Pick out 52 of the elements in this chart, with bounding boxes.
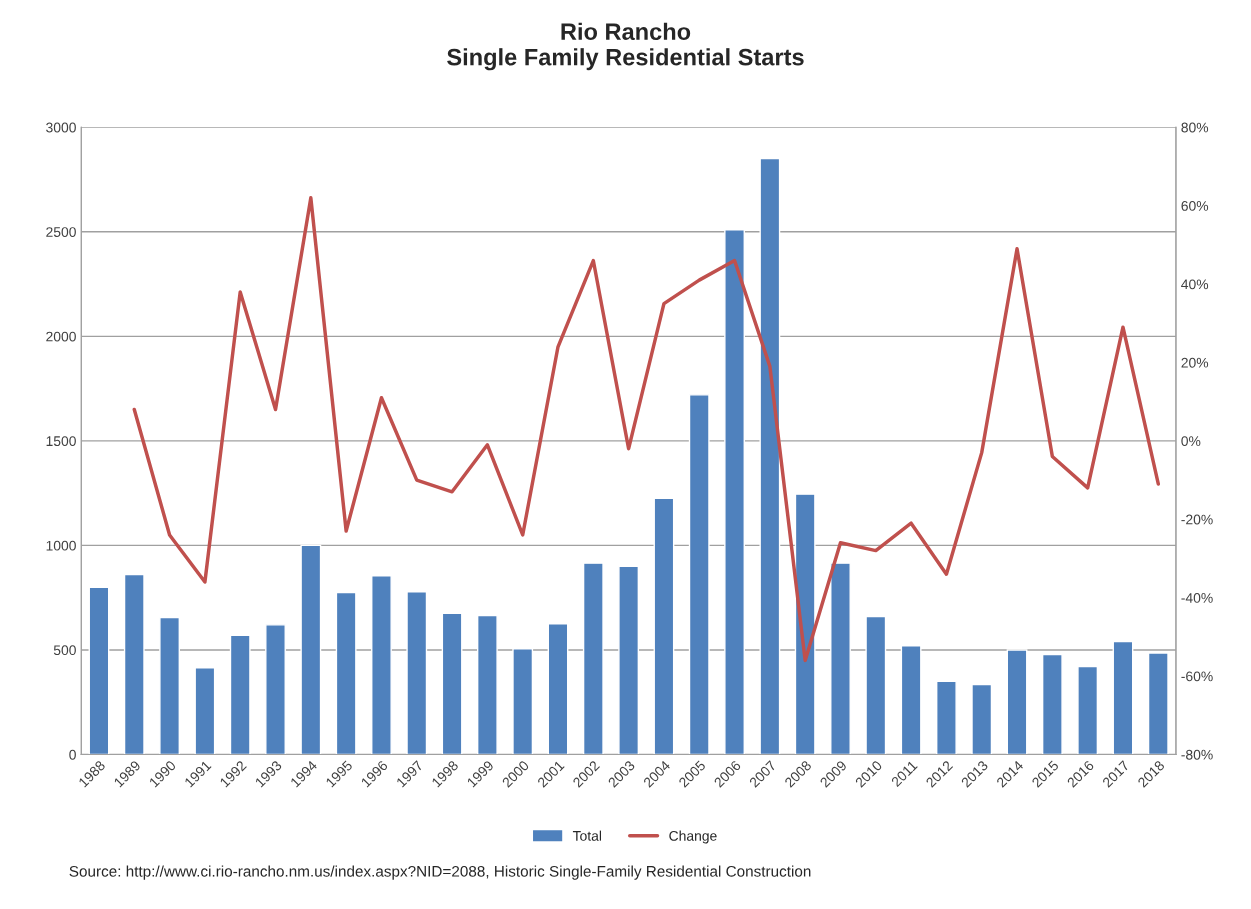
y2-tick-label: -40%: [1181, 593, 1213, 603]
y-tick-label: 500: [53, 645, 76, 656]
bar: [512, 648, 534, 755]
y-tick-label: 3000: [46, 122, 76, 133]
legend-label: Total: [572, 830, 602, 841]
bar: [194, 667, 216, 755]
y2-tick-label: 80%: [1181, 122, 1209, 133]
bar: [476, 614, 498, 755]
bar: [547, 623, 569, 755]
bar: [830, 562, 851, 755]
bar: [1112, 640, 1134, 755]
bar: [618, 565, 640, 755]
bar: [1006, 649, 1028, 755]
bar: [265, 624, 286, 755]
bar: [865, 615, 887, 755]
bar: [371, 575, 392, 755]
chart-title: Rio Rancho Single Family Residential Starts: [447, 22, 804, 71]
y2-tick-label: 20%: [1181, 357, 1209, 368]
bar: [88, 586, 110, 755]
y-tick-label: 0: [69, 749, 76, 760]
bar: [794, 493, 816, 755]
y-tick-label: 1000: [46, 540, 76, 551]
bar: [936, 680, 957, 755]
bar: [971, 683, 993, 755]
bar: [653, 497, 675, 755]
bar: [229, 634, 251, 755]
bar: [1041, 653, 1063, 755]
y2-tick-label: 40%: [1181, 279, 1209, 290]
bar: [335, 591, 357, 755]
y2-tick-label: 60%: [1181, 201, 1209, 211]
y2-tick-label: 0%: [1181, 436, 1201, 447]
source-note: Source: http://www.ci.rio-rancho.nm.us/index.aspx?NID=2088, Historic Single-Family Residential Construction: [69, 865, 811, 880]
bar: [724, 229, 745, 755]
bar: [300, 544, 322, 755]
bar: [900, 645, 922, 755]
y2-tick-label: -20%: [1181, 514, 1213, 525]
y-tick-label: 1500: [46, 436, 76, 447]
bar: [123, 573, 145, 755]
bar: [406, 591, 428, 755]
bar: [582, 562, 604, 755]
bar: [688, 394, 710, 755]
y2-tick-label: -60%: [1181, 671, 1213, 682]
bar: [759, 157, 781, 755]
y-tick-label: 2500: [46, 227, 76, 237]
y-tick-label: 2000: [46, 331, 76, 342]
bar: [1147, 652, 1169, 755]
bar: [1077, 665, 1099, 755]
legend-label: Change: [669, 830, 717, 844]
bar: [441, 612, 463, 755]
bar: [159, 616, 180, 755]
line-series: [132, 196, 1161, 663]
y2-tick-label: -80%: [1181, 749, 1213, 760]
